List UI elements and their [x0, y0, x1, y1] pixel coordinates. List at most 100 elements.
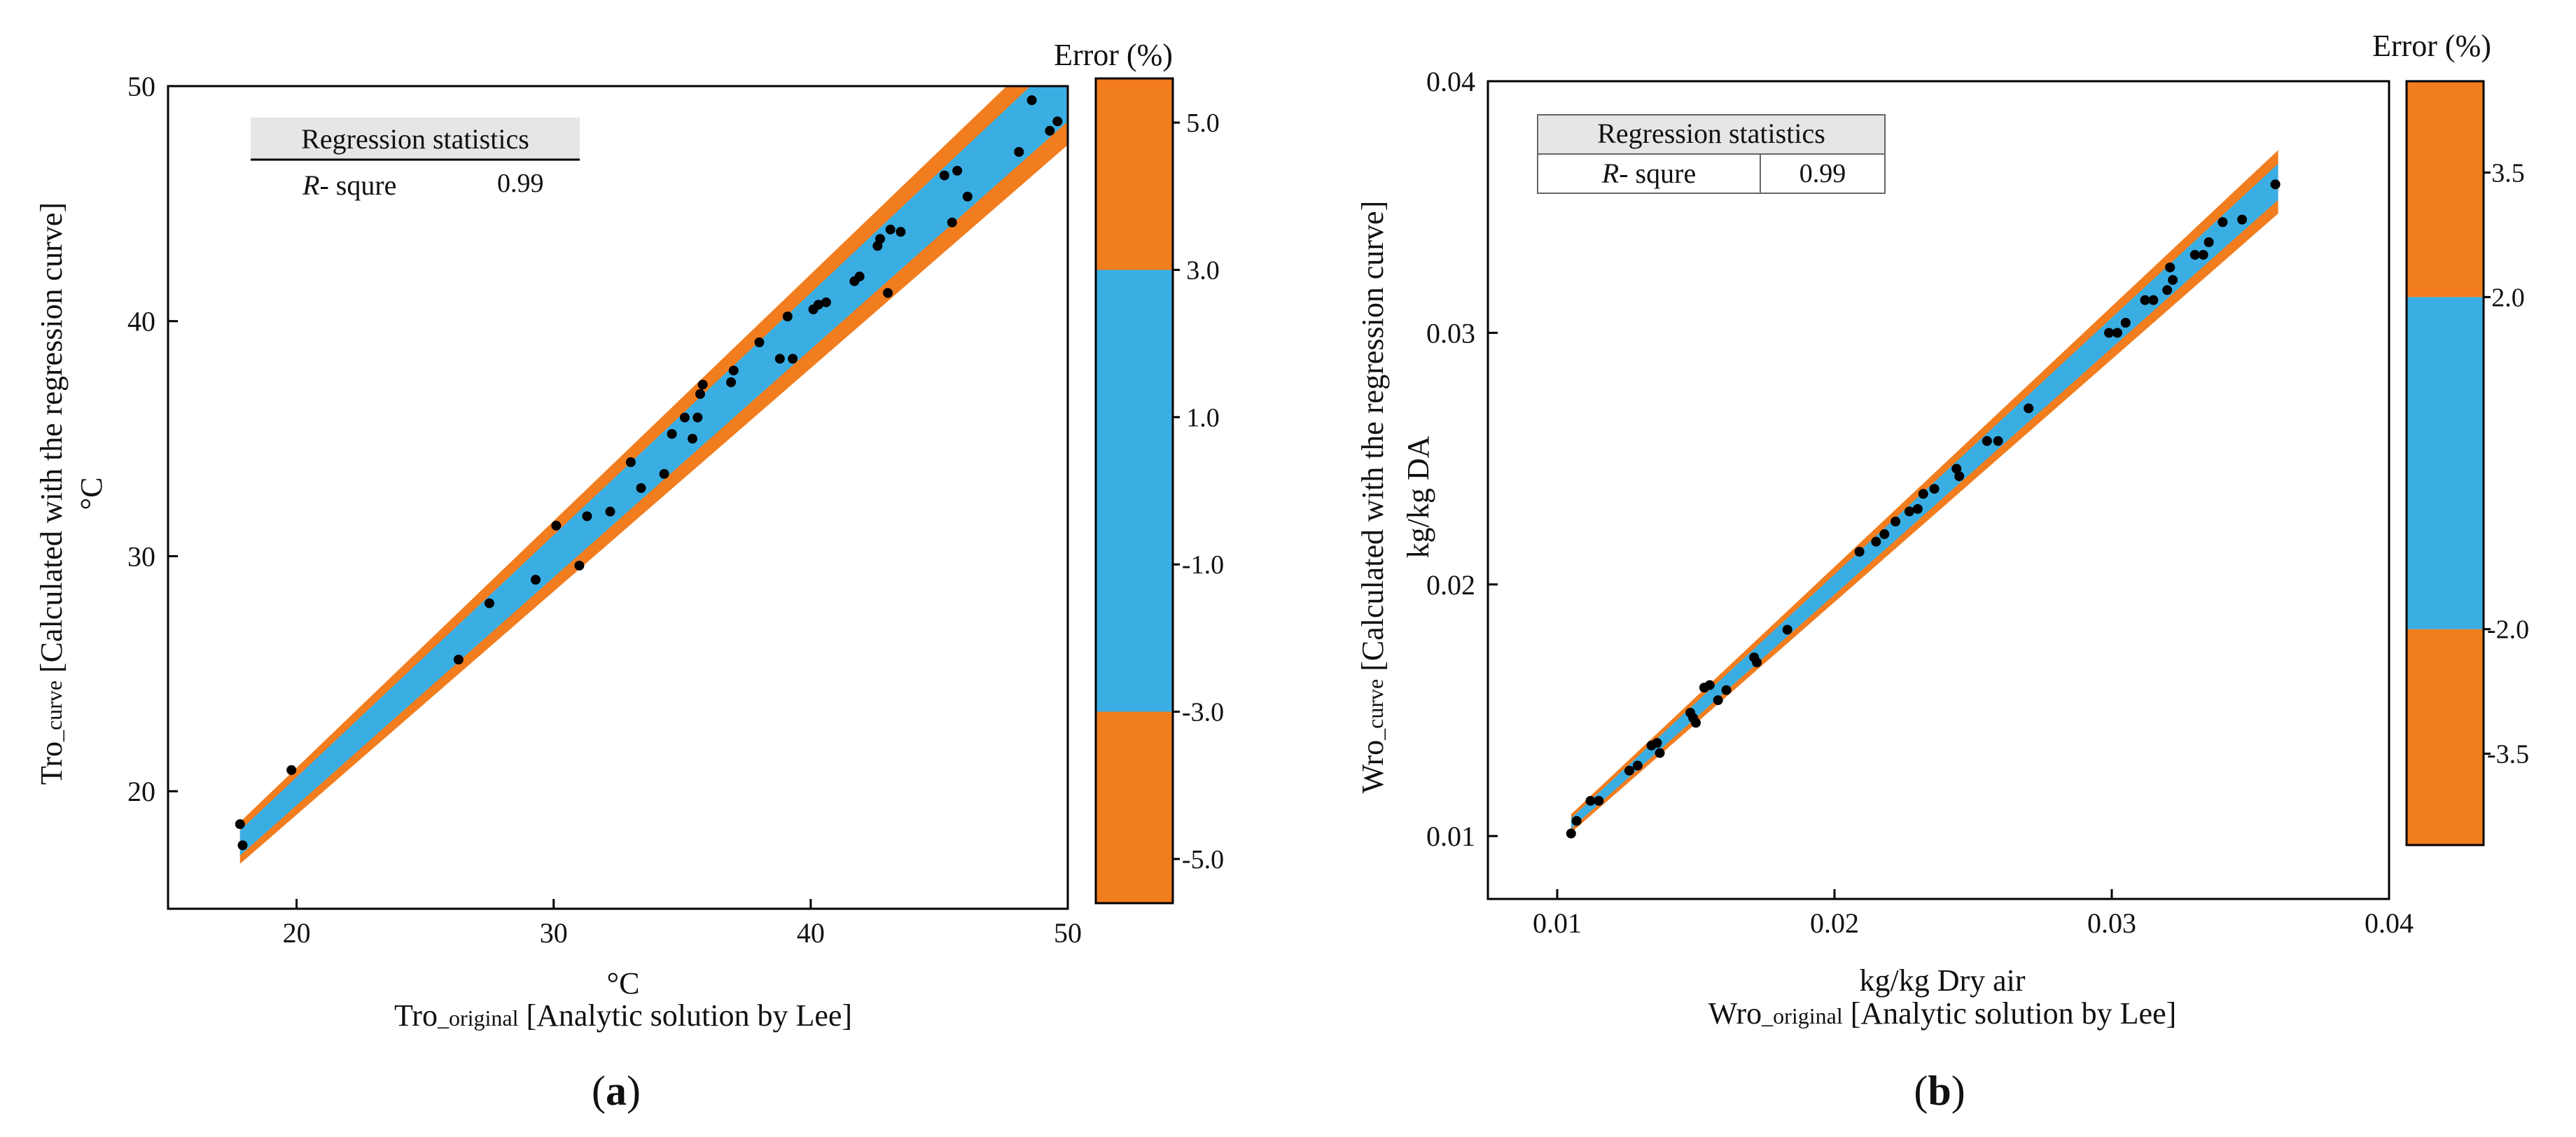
data-point-31	[1993, 435, 2003, 446]
x-tick-label-2: 30	[540, 917, 568, 949]
data-point-29	[1954, 471, 1965, 482]
data-point-22	[754, 337, 765, 347]
data-point-36	[2140, 295, 2150, 305]
colorbar-tick-label-2: 2.0	[2491, 283, 2525, 312]
x-axis-unit: °C	[607, 966, 640, 1000]
y-axis-label-rest: [Calculated with the regression curve]	[34, 202, 69, 681]
data-point-7	[551, 520, 562, 531]
x-axis-label-rest: [Analytic solution by Lee]	[1843, 996, 2177, 1031]
data-point-15	[1713, 695, 1723, 706]
data-point-39	[2165, 262, 2175, 272]
colorbar-tick-label-1: 3.5	[2491, 158, 2525, 188]
y-axis-label: Wro_curve [Calculated with the regressio…	[1356, 201, 1390, 793]
x-tick-label-3: 0.03	[2087, 907, 2136, 939]
data-point-27	[1929, 484, 1940, 494]
r-square-label: R- squre	[302, 169, 396, 201]
y-axis-label-sub: _curve	[1363, 679, 1388, 741]
colorbar-tick-label-4: -1.0	[1182, 550, 1224, 580]
data-point-27	[813, 300, 823, 310]
panel-label-letter: b	[1928, 1068, 1951, 1114]
y-tick-label-2: 30	[127, 540, 155, 572]
data-point-37	[947, 217, 957, 228]
x-axis-label-sub: _original	[1761, 1003, 1843, 1028]
colorbar-tick-label-3: -2.0	[2487, 615, 2529, 645]
data-point-42	[2198, 249, 2208, 260]
data-point-26	[1918, 489, 1928, 499]
data-point-6	[1632, 760, 1643, 771]
data-point-8	[1652, 738, 1662, 748]
data-points	[235, 95, 1063, 851]
y-tick-label-1: 20	[127, 776, 155, 807]
data-point-1	[235, 819, 245, 830]
error-colorbar: 5.0 3.0 1.0 -1.0 -3.0 -5.0 Error (%)	[1054, 38, 1224, 905]
data-point-42	[1045, 125, 1055, 136]
colorbar-tick-label-1: 5.0	[1186, 109, 1220, 138]
data-point-11	[625, 457, 636, 468]
data-point-3	[286, 765, 297, 775]
x-axis-label: Wro_original [Analytic solution by Lee]	[1708, 996, 2177, 1031]
data-point-22	[1879, 529, 1890, 539]
regression-header: Regression statistics	[1597, 118, 1825, 149]
data-point-38	[952, 165, 963, 176]
data-point-45	[2237, 214, 2248, 225]
data-point-5	[1624, 765, 1634, 776]
plot-frame	[1487, 80, 2390, 900]
data-point-2	[237, 840, 248, 851]
data-point-28	[1951, 463, 1962, 474]
x-axis-label: Tro_original [Analytic solution by Lee]	[394, 998, 852, 1033]
colorbar-segment-2	[1096, 270, 1173, 712]
data-point-9	[1655, 748, 1665, 758]
r-square-label-italic: R	[302, 169, 319, 201]
panel-label-close: )	[627, 1068, 641, 1114]
data-points	[1566, 179, 2281, 839]
regression-header: Regression statistics	[301, 123, 529, 155]
data-point-33	[883, 288, 893, 298]
data-point-19	[1782, 625, 1792, 635]
data-point-39	[962, 191, 973, 202]
x-tick-label-4: 50	[1054, 917, 1082, 949]
y-axis-label-rest: [Calculated with the regression curve]	[1356, 201, 1390, 679]
r-square-label-italic: R	[1601, 158, 1619, 189]
data-point-35	[2120, 318, 2131, 328]
r-square-value: 0.99	[1799, 159, 1846, 188]
data-point-12	[1691, 718, 1701, 728]
data-point-30	[854, 271, 865, 281]
x-tick-label-2: 0.02	[1810, 907, 1859, 939]
data-point-9	[582, 511, 592, 522]
data-point-2	[1571, 816, 1582, 826]
colorbar-tick-label-4: -3.5	[2487, 740, 2529, 769]
r-square-label-rest: - squre	[1619, 158, 1696, 189]
data-point-13	[659, 468, 669, 479]
data-point-32	[875, 234, 885, 244]
panel-label: (b)	[1914, 1068, 1965, 1114]
data-point-36	[939, 170, 949, 181]
data-point-18	[1752, 657, 1762, 668]
y-tick-label-3: 0.03	[1426, 317, 1475, 349]
x-axis-label-rest: [Analytic solution by Lee]	[518, 998, 852, 1033]
colorbar-tick-label-2: 3.0	[1186, 256, 1220, 285]
y-axis-label-sub: _curve	[41, 681, 67, 742]
colorbar-frame	[2405, 80, 2485, 846]
colorbar-segment-3	[2407, 81, 2484, 298]
colorbar-segment-2	[2407, 297, 2484, 629]
regression-statistics-box: Regression statistics R- squre 0.99	[251, 118, 580, 201]
colorbar-title: Error (%)	[1054, 38, 1173, 72]
x-axis-label-main: Wro	[1708, 996, 1762, 1031]
y-tick-label-4: 0.04	[1426, 66, 1475, 97]
data-point-6	[531, 575, 541, 585]
data-point-24	[1904, 506, 1914, 517]
x-tick-label-1: 0.01	[1533, 907, 1582, 939]
colorbar-title: Error (%)	[2372, 29, 2491, 63]
data-point-17	[692, 412, 703, 423]
data-point-28	[821, 297, 831, 307]
x-tick-label-4: 0.04	[2365, 907, 2414, 939]
data-point-5	[484, 598, 494, 608]
data-point-12	[636, 483, 646, 494]
data-point-19	[697, 379, 708, 390]
data-point-40	[2168, 274, 2178, 285]
y-axis-label: Tro_curve [Calculated with the regressio…	[34, 202, 69, 785]
data-point-4	[453, 655, 464, 665]
y-axis-unit: kg/kg DA	[1401, 435, 1435, 558]
panel-label-open: (	[1914, 1068, 1928, 1114]
